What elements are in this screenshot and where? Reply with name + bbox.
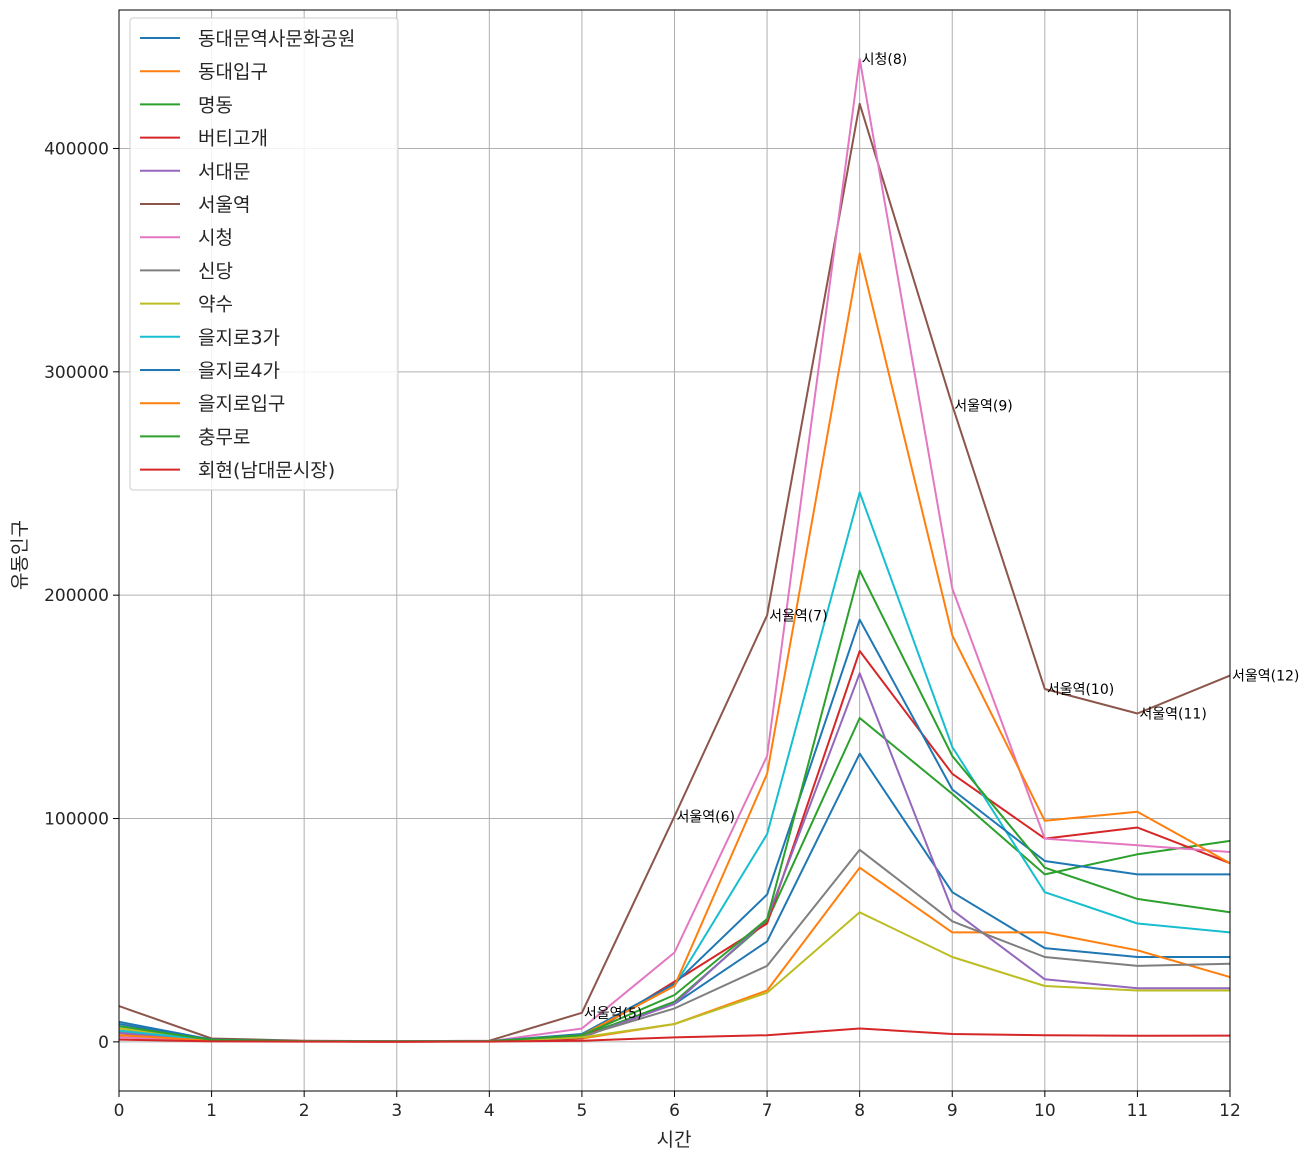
legend-box (129, 17, 399, 491)
legend-entry: 서울역 (198, 194, 250, 216)
legend: 동대문역사문화공원동대입구명동버티고개서대문서울역시청신당약수을지로3가을지로4… (129, 17, 399, 491)
legend-entry: 명동 (198, 94, 233, 116)
annotation-label: 서울역(7) (769, 608, 827, 624)
annotation-label: 서울역(10) (1047, 682, 1114, 698)
legend-entry: 신당 (198, 260, 233, 282)
x-axis-ticks: 0 1 2 3 4 5 6 7 8 9 10 11 12 (114, 1091, 1241, 1121)
legend-entry: 을지로입구 (198, 393, 285, 415)
legend-entry: 서대문 (198, 161, 250, 183)
x-tick-label: 11 (1127, 1101, 1149, 1121)
series-line (118, 1027, 1231, 1043)
x-tick-label: 5 (577, 1101, 588, 1121)
legend-entry: 충무로 (198, 426, 250, 448)
x-tick-label: 7 (762, 1101, 773, 1121)
y-axis-label: 유동인구 (9, 520, 31, 590)
x-tick-label: 3 (391, 1101, 402, 1121)
legend-entry: 시청 (198, 227, 233, 249)
y-tick-label: 300000 (44, 363, 109, 383)
x-tick-label: 10 (1034, 1101, 1056, 1121)
x-tick-label: 6 (669, 1101, 680, 1121)
x-tick-label: 4 (484, 1101, 495, 1121)
legend-entry: 을지로4가 (198, 360, 280, 382)
x-tick-label: 1 (206, 1101, 217, 1121)
annotation-label: 서울역(9) (954, 398, 1012, 414)
legend-entry: 을지로3가 (198, 327, 280, 349)
legend-entry: 약수 (198, 294, 233, 316)
x-tick-label: 8 (854, 1101, 865, 1121)
y-axis-ticks: 0 100000 200000 300000 400000 (44, 139, 119, 1053)
annotation-label: 서울역(11) (1139, 707, 1206, 723)
x-axis-label: 시간 (657, 1129, 692, 1151)
y-tick-label: 400000 (44, 139, 109, 159)
legend-entry: 동대문역사문화공원 (198, 28, 355, 50)
legend-entry: 회현(남대문시장) (198, 460, 335, 482)
annotation-label: 서울역(5) (584, 1006, 642, 1022)
x-tick-label: 12 (1219, 1101, 1241, 1121)
y-tick-label: 0 (98, 1033, 109, 1053)
annotation-label: 서울역(6) (677, 809, 735, 825)
legend-entry: 동대입구 (198, 61, 268, 83)
x-tick-label: 9 (947, 1101, 958, 1121)
y-tick-label: 200000 (44, 586, 109, 606)
series-lines (118, 58, 1231, 1043)
annotations: 서울역(5) 서울역(6) 서울역(7) 시청(8) 서울역(9) 서울역(10) 서울역(… (584, 52, 1299, 1022)
x-tick-label: 2 (299, 1101, 310, 1121)
annotation-label: 서울역(12) (1232, 669, 1299, 685)
x-tick-label: 0 (114, 1101, 125, 1121)
legend-entry: 버티고개 (198, 128, 268, 150)
annotation-label: 시청(8) (862, 52, 908, 68)
y-tick-label: 100000 (44, 810, 109, 830)
